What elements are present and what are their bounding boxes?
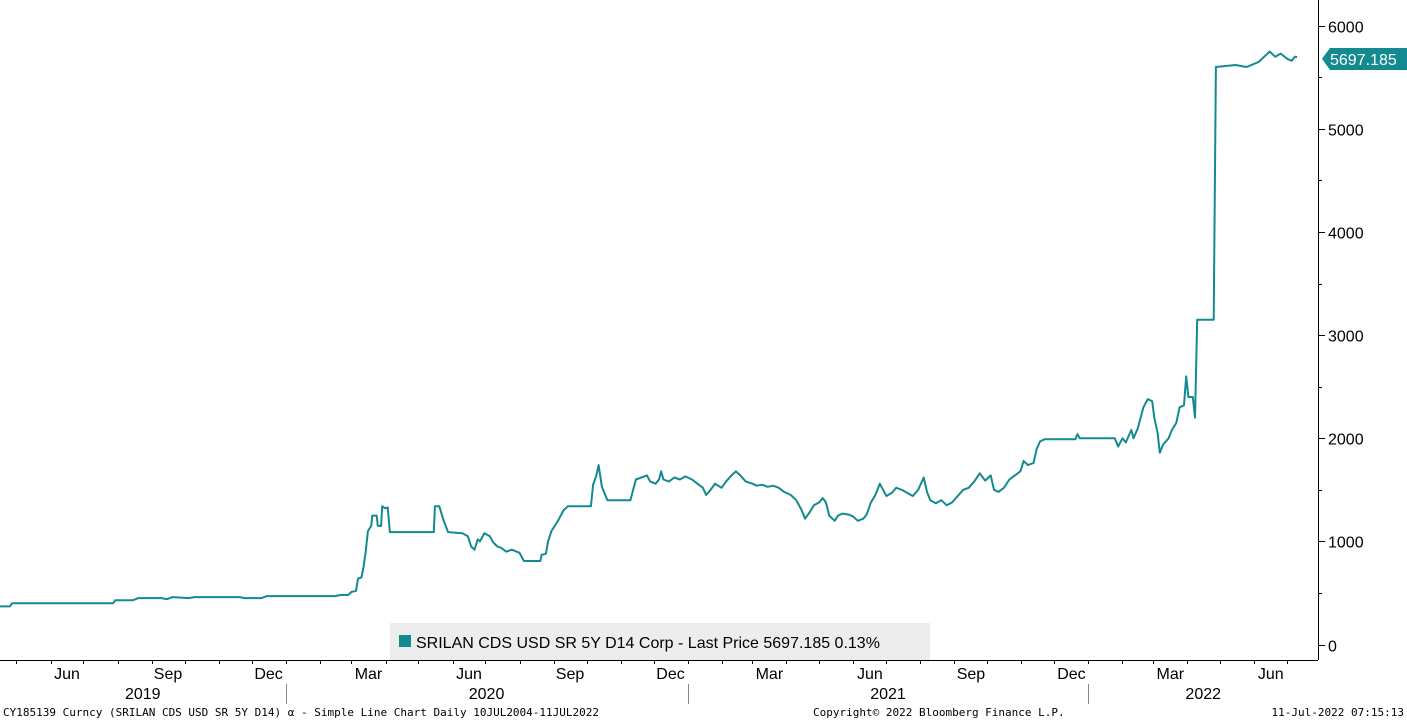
x-month-label: Jun <box>857 666 883 683</box>
legend: SRILAN CDS USD SR 5Y D14 Corp - Last Pri… <box>390 623 930 660</box>
series-layer <box>0 50 1298 608</box>
x-month-label: Sep <box>957 666 986 683</box>
last-price-badge <box>1322 48 1407 70</box>
legend-swatch <box>399 635 411 647</box>
x-month-label: Jun <box>54 666 80 683</box>
x-month-label: Dec <box>254 666 282 683</box>
x-month-label: Jun <box>1258 666 1284 683</box>
footer-timestamp: 11-Jul-2022 07:15:13 <box>1271 706 1404 719</box>
x-month-label: Mar <box>1156 666 1184 683</box>
x-axis: Jun Sep Dec Mar Jun Sep Dec Mar Jun Sep Dec Mar Jun 2… <box>0 660 1318 704</box>
x-month-label: Sep <box>556 666 585 683</box>
x-month-label: Dec <box>656 666 684 683</box>
x-year-label: 2019 <box>125 686 161 703</box>
y-tick-label: 1000 <box>1328 535 1364 552</box>
x-year-label: 2020 <box>469 686 505 703</box>
x-month-label: Mar <box>756 666 784 683</box>
footer-copyright: Copyright© 2022 Bloomberg Finance L.P. <box>813 706 1065 719</box>
x-year-label: 2021 <box>870 686 906 703</box>
last-price-marker: 5697.185 <box>1322 48 1407 70</box>
x-year-label: 2022 <box>1185 686 1221 703</box>
footer-ticker-description: CY185139 Curncy (SRILAN CDS USD SR 5Y D1… <box>3 706 600 719</box>
y-tick-label: 2000 <box>1328 432 1364 449</box>
legend-label: SRILAN CDS USD SR 5Y D14 Corp - Last Pri… <box>416 635 880 652</box>
y-tick-label: 0 <box>1328 639 1337 656</box>
legend-background <box>390 623 930 660</box>
y-tick-label: 3000 <box>1328 329 1364 346</box>
x-month-label: Jun <box>456 666 482 683</box>
x-month-label: Mar <box>355 666 383 683</box>
x-month-label: Sep <box>154 666 183 683</box>
y-tick-label: 6000 <box>1328 20 1364 37</box>
y-tick-label: 4000 <box>1328 226 1364 243</box>
x-month-label: Dec <box>1057 666 1085 683</box>
y-tick-label: 5000 <box>1328 123 1364 140</box>
series-line-srilan-cds <box>0 50 1298 608</box>
last-price-label: 5697.185 <box>1330 52 1397 69</box>
y-axis: 0 1000 2000 3000 4000 5000 6000 <box>1318 0 1364 660</box>
